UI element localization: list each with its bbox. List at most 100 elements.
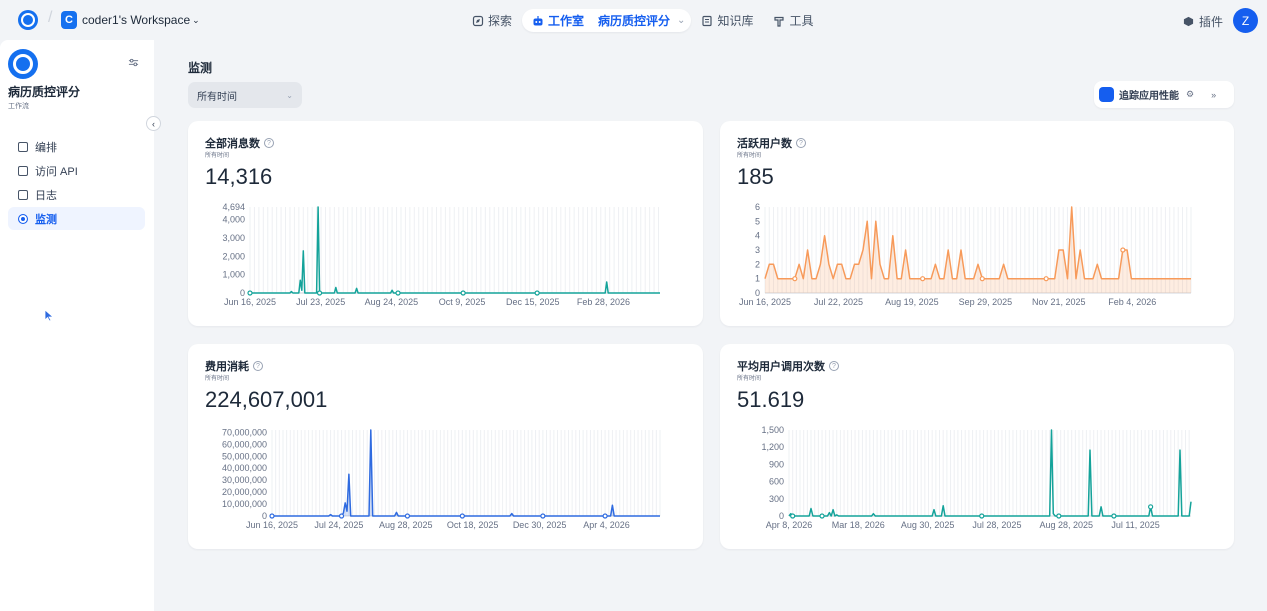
y-tick-label: 900 (769, 459, 784, 469)
y-tick-label: 4,000 (222, 215, 245, 225)
y-tick-label: 0 (240, 288, 245, 298)
terminal-icon (18, 165, 28, 176)
sidebar-item-logs[interactable]: 日志 (8, 183, 145, 206)
y-tick-label: 20,000,000 (222, 487, 267, 497)
workspace-switcher[interactable]: coder1's Workspace ⌄ (82, 13, 200, 27)
x-tick-label: Dec 30, 2025 (513, 520, 567, 530)
data-point (460, 290, 466, 296)
data-point (247, 290, 253, 296)
x-tick-label: Jul 11, 2025 (1111, 520, 1159, 530)
x-tick-label: Jun 16, 2025 (739, 297, 791, 307)
collapse-sidebar-button[interactable]: ‹ (146, 116, 161, 131)
plugins-label: 插件 (1199, 15, 1224, 29)
help-icon[interactable]: ? (829, 361, 839, 371)
settings-sliders-icon[interactable]: ⚙ (1186, 89, 1195, 99)
nav-tools-label: 工具 (789, 14, 814, 28)
y-tick-label: 70,000,000 (222, 427, 267, 437)
y-tick-label: 0 (755, 288, 760, 298)
card-title: 活跃用户数? (737, 135, 806, 151)
card-title-text: 费用消耗 (205, 361, 249, 373)
card-title-text: 平均用户调用次数 (737, 361, 825, 373)
app-name: 病历质控评分 (8, 85, 81, 99)
app-type: 工作流 (8, 103, 29, 110)
period-value: 所有时间 (197, 91, 237, 103)
data-point (819, 513, 825, 519)
data-point (1043, 276, 1049, 282)
sidebar-item-label: 编排 (35, 141, 57, 154)
x-tick-label: Jul 23, 2025 (296, 297, 345, 307)
x-tick-label: Jul 24, 2025 (314, 520, 363, 530)
card-value: 224,607,001 (205, 387, 328, 412)
data-point (792, 276, 798, 282)
sidebar-item-api[interactable]: 访问 API (8, 159, 145, 182)
messages-chart: 0 1,000 2,000 3,000 4,000 4,694 Jun 16, 2025 Ju… (222, 202, 660, 307)
help-icon[interactable]: ? (264, 138, 274, 148)
metric-card-messages: 全部消息数? 所有时间 14,316 0 1,000 2,000 3,000 4,000… (188, 121, 703, 326)
y-tick-label: 1,500 (761, 425, 784, 435)
sidebar-item-label: 监测 (35, 213, 57, 226)
y-tick-label: 0 (262, 511, 267, 521)
nav-tools[interactable]: 工具 (763, 9, 823, 32)
x-tick-label: Apr 4, 2026 (583, 520, 630, 530)
x-tick-label: Oct 18, 2025 (447, 520, 499, 530)
y-tick-label: 5 (755, 216, 760, 226)
active-users-chart: 0 1 2 3 4 5 6 Jun 16, 2025 Jul 22, 2025 Aug 19, 2… (739, 202, 1192, 307)
current-app-crumb[interactable]: 病历质控评分 (598, 14, 671, 28)
card-subtitle: 所有时间 (205, 376, 230, 382)
brand-logo-icon[interactable] (18, 10, 38, 30)
nav-explore[interactable]: 探索 (462, 9, 522, 32)
data-point (395, 290, 401, 296)
data-point (1120, 247, 1126, 253)
user-avatar[interactable]: Z (1233, 8, 1258, 33)
help-icon[interactable]: ? (253, 361, 263, 371)
period-select[interactable]: 所有时间 ⌄ (188, 82, 302, 108)
series-line (788, 429, 1192, 517)
y-tick-label: 600 (769, 477, 784, 487)
avg-invocations-chart: 0 300 600 900 1,200 1,500 Apr 8, 2026 Mar 18, 2… (761, 425, 1192, 530)
data-point (1111, 513, 1117, 519)
tracing-panel[interactable]: 追踪应用性能 ⚙ » (1094, 81, 1234, 108)
card-title: 平均用户调用次数? (737, 358, 839, 374)
workspace-badge[interactable]: C (61, 11, 77, 29)
y-tick-label: 1 (755, 274, 760, 284)
chevron-left-icon: ‹ (152, 118, 155, 129)
main-nav: 探索 工作室 病历质控评分 ⌄ 知识库 工具 (462, 9, 823, 32)
cube-icon (1183, 16, 1194, 27)
x-tick-label: Jun 16, 2025 (246, 520, 298, 530)
top-bar: / C coder1's Workspace ⌄ 探索 工作室 病历质控评分 ⌄… (0, 0, 1267, 40)
chevron-down-icon[interactable]: ⌄ (677, 15, 686, 26)
data-point (316, 290, 323, 296)
card-title: 费用消耗? (205, 358, 263, 374)
data-point (404, 513, 411, 519)
nav-studio[interactable]: 工作室 病历质控评分 ⌄ (522, 9, 692, 32)
sidebar-item-label: 访问 API (35, 165, 78, 178)
card-value: 51.619 (737, 387, 805, 412)
series-line (764, 206, 1191, 280)
nav-knowledge-label: 知识库 (717, 14, 754, 28)
chevron-double-down-icon[interactable]: » (1211, 89, 1217, 100)
settings-sliders-icon[interactable] (128, 57, 139, 68)
x-tick-label: Jul 28, 2025 (972, 520, 1021, 530)
data-point (338, 513, 345, 519)
x-tick-label: Sep 29, 2025 (959, 297, 1013, 307)
tool-icon (774, 16, 785, 27)
data-point (534, 290, 540, 296)
data-point (979, 513, 985, 519)
series-line (272, 429, 660, 517)
chevron-down-icon: ⌄ (192, 14, 200, 25)
mouse-cursor-icon (44, 309, 54, 322)
nav-explore-label: 探索 (488, 14, 513, 28)
help-icon[interactable]: ? (796, 138, 806, 148)
sidebar-menu: 编排 访问 API 日志 监测 (8, 135, 145, 231)
nav-knowledge[interactable]: 知识库 (691, 9, 763, 32)
plugins-button[interactable]: 插件 (1183, 13, 1223, 30)
card-subtitle: 所有时间 (737, 153, 762, 159)
workspace-name: coder1's Workspace (82, 13, 191, 27)
sidebar-item-orchestrate[interactable]: 编排 (8, 135, 145, 158)
app-icon (8, 49, 38, 79)
x-tick-label: Aug 30, 2025 (901, 520, 955, 530)
x-tick-label: Feb 28, 2026 (577, 297, 630, 307)
sidebar-item-monitor[interactable]: 监测 (8, 207, 145, 230)
x-tick-label: Jul 22, 2025 (814, 297, 863, 307)
y-tick-label: 4,694 (222, 202, 245, 212)
